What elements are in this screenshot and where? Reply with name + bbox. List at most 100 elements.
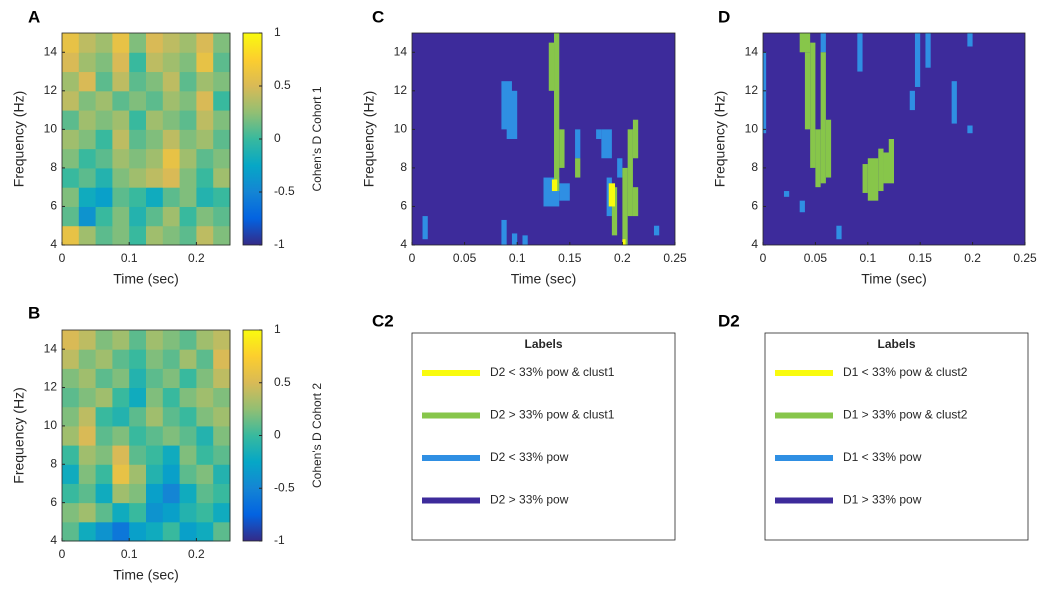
axes-box <box>61 329 231 542</box>
x-tick-label: 0.2 <box>614 251 631 265</box>
y-tick-label: 8 <box>50 160 57 174</box>
heatmap-cell <box>95 330 113 350</box>
heatmap-cell <box>146 464 164 484</box>
heatmap-cell <box>213 368 231 389</box>
x-axis-label: Time (sec) <box>511 271 577 287</box>
heatmap-cell <box>213 110 231 130</box>
heatmap-cell <box>162 521 181 542</box>
y-tick-label: 14 <box>394 44 408 58</box>
legend-label: D1 < 33% pow <box>843 450 922 464</box>
x-tick-label: 0.15 <box>558 251 582 265</box>
legend-label: D2 < 33% pow <box>490 450 569 464</box>
heatmap-cell <box>129 110 147 130</box>
colorbar-tick-label: 0.5 <box>274 375 291 389</box>
heatmap-cell <box>129 33 147 53</box>
y-tick-label: 4 <box>751 237 758 251</box>
heatmap-cell <box>112 71 130 92</box>
y-tick-label: 8 <box>50 456 57 470</box>
cluster-region <box>815 129 821 188</box>
colorbar-tick-label: -0.5 <box>274 184 295 198</box>
heatmap-cell <box>146 330 164 350</box>
heatmap-cell <box>162 425 181 446</box>
heatmap-cell <box>112 445 130 465</box>
heatmap-cell <box>162 71 181 92</box>
cluster-region <box>967 125 973 134</box>
cluster-region <box>608 183 616 207</box>
y-tick-label: 10 <box>394 122 408 136</box>
x-tick-label: 0.1 <box>509 251 526 265</box>
heatmap-cell <box>78 148 97 169</box>
cluster-region <box>611 187 618 236</box>
heatmap-cell <box>179 206 197 227</box>
cluster-region <box>617 158 623 178</box>
heatmap-cell <box>196 225 214 246</box>
heatmap-cell <box>162 52 181 73</box>
heatmap-cell <box>129 425 147 446</box>
heatmap-cell <box>62 502 80 523</box>
heatmap-cell <box>129 521 147 542</box>
heatmap-cell <box>196 349 214 369</box>
heatmap-cell <box>146 387 164 408</box>
heatmap-cell <box>162 406 181 427</box>
heatmap-cell <box>129 349 147 369</box>
heatmap-cell <box>78 521 97 542</box>
cluster-region <box>804 52 811 130</box>
x-tick-label: 0.05 <box>453 251 477 265</box>
y-tick-label: 12 <box>44 83 58 97</box>
x-tick-label: 0.2 <box>188 251 205 265</box>
heatmap-cell <box>112 110 130 130</box>
y-tick-label: 12 <box>745 83 759 97</box>
heatmap-cell <box>129 387 147 408</box>
cluster-region <box>601 129 612 159</box>
cluster-region <box>522 235 528 245</box>
heatmap-cell <box>213 129 231 150</box>
heatmap-cell <box>213 90 231 111</box>
heatmap-cell <box>95 33 113 53</box>
heatmap-cell <box>95 225 113 246</box>
heatmap-cell <box>162 110 181 130</box>
heatmap-cell <box>146 406 164 427</box>
heatmap-cell <box>162 167 181 188</box>
heatmap-cell <box>179 90 197 111</box>
colorbar-tick-label: 0.5 <box>274 78 291 92</box>
cluster-region <box>763 52 767 134</box>
heatmap-cell <box>112 225 130 246</box>
heatmap-cell <box>62 71 80 92</box>
x-tick-label: 0 <box>59 251 66 265</box>
heatmap-cell <box>213 521 231 542</box>
x-tick-label: 0.25 <box>663 251 687 265</box>
heatmap-cell <box>213 349 231 369</box>
heatmap-cell <box>95 464 113 484</box>
cluster-region <box>506 90 518 139</box>
heatmap-cell <box>146 483 164 504</box>
x-tick-label: 0.2 <box>188 547 205 561</box>
heatmap-cell <box>95 406 113 427</box>
heatmap-cell <box>78 71 97 92</box>
colorbar-tick-label: 1 <box>274 322 281 336</box>
heatmap-cell <box>95 521 113 542</box>
heatmap-cell <box>196 330 214 350</box>
y-tick-label: 6 <box>751 199 758 213</box>
cluster-region <box>596 129 602 139</box>
heatmap-cell <box>179 330 197 350</box>
y-tick-label: 8 <box>751 160 758 174</box>
heatmap-cell <box>146 167 164 188</box>
cluster-region <box>575 129 581 159</box>
heatmap-cell <box>213 502 231 523</box>
heatmap-cell <box>213 387 231 408</box>
heatmap-cell <box>62 521 80 542</box>
x-tick-label: 0.2 <box>964 251 981 265</box>
panel-label: B <box>28 303 40 322</box>
cluster-region <box>632 187 639 217</box>
colorbar-tick-label: 0 <box>274 131 281 145</box>
x-axis-label: Time (sec) <box>113 271 179 287</box>
heatmap-cell <box>95 502 113 523</box>
heatmap-cell <box>62 206 80 227</box>
heatmap-cell <box>62 167 80 188</box>
heatmap-cell <box>146 425 164 446</box>
colorbar-tick-label: -1 <box>274 533 285 547</box>
heatmap-cell <box>179 225 197 246</box>
heatmap-cell <box>162 464 181 484</box>
heatmap-cell <box>196 148 214 169</box>
heatmap-cell <box>196 187 214 207</box>
